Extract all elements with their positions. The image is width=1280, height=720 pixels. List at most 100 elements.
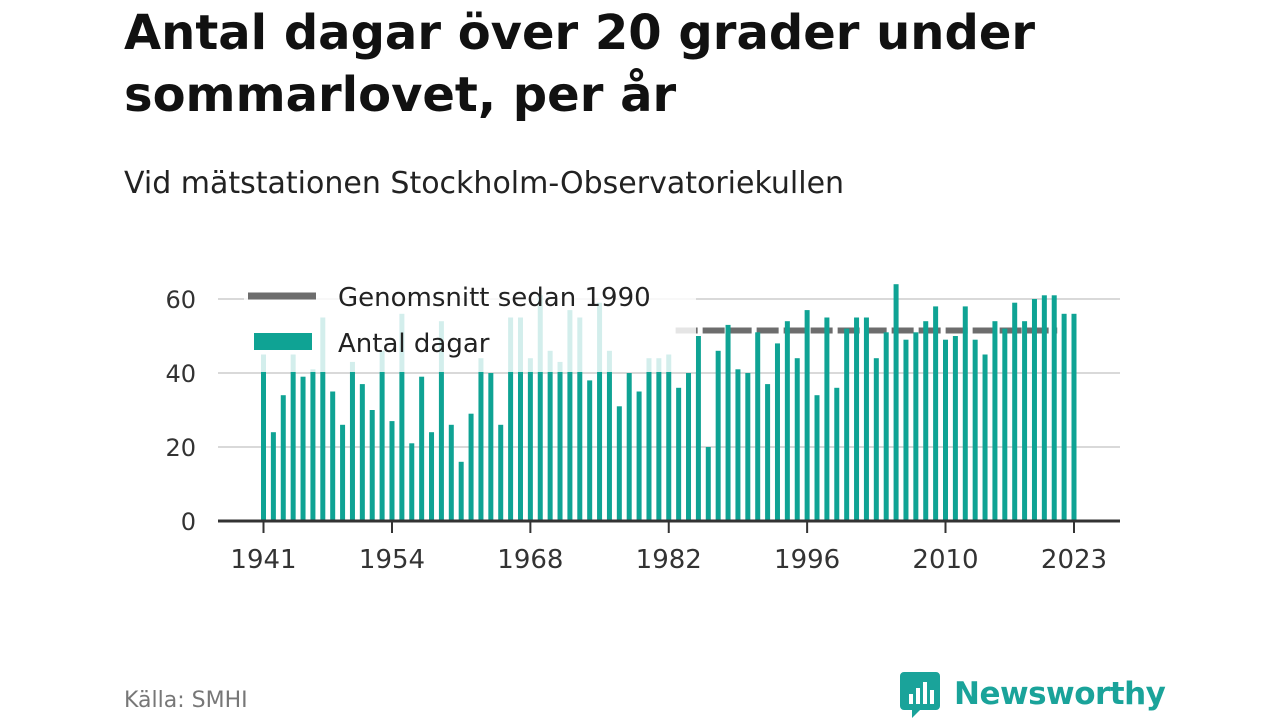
y-tick-label-20: 20 (165, 434, 196, 462)
bar-1988 (725, 324, 731, 521)
newsworthy-logo-icon (900, 672, 940, 718)
bar-2022 (1061, 313, 1067, 521)
bar-1948 (330, 391, 336, 521)
bar-2013 (972, 339, 978, 521)
bar-1966 (508, 317, 514, 521)
bar-1973 (577, 317, 583, 521)
bar-1954 (389, 421, 395, 521)
bar-1999 (834, 387, 840, 521)
bar-1941 (261, 354, 266, 521)
bar-1985 (695, 336, 701, 521)
bar-1965 (498, 424, 504, 521)
bar-1946 (310, 369, 316, 521)
bar-1987 (715, 350, 721, 521)
bar-1981 (656, 358, 662, 521)
bar-1958 (429, 432, 435, 521)
y-tick-label-60: 60 (165, 286, 196, 314)
bar-1996 (804, 310, 810, 521)
bar-1950 (349, 361, 355, 521)
bar-chart: 0 20 40 60 1941 1954 1968 1982 1996 2010 2023 Geno… (165, 262, 1120, 575)
bar-2010 (943, 339, 949, 521)
legend-backdrop (244, 262, 696, 372)
bar-1955 (399, 313, 405, 521)
bar-1995 (794, 358, 800, 521)
bar-2009 (933, 306, 939, 521)
bar-1961 (458, 461, 464, 521)
x-tick-label-1996: 1996 (774, 545, 840, 575)
bar-1979 (636, 391, 642, 521)
brand-name: Newsworthy (954, 676, 1166, 712)
bar-2003 (873, 358, 879, 521)
bar-1970 (547, 350, 553, 521)
bar-1975 (597, 302, 603, 521)
legend-overlay (244, 262, 696, 372)
bar-1968 (527, 358, 533, 521)
legend: Genomsnitt sedan 1990 Antal dagar (248, 283, 651, 359)
bar-1962 (468, 413, 474, 521)
bar-1951 (359, 384, 365, 521)
x-tick-label-2010: 2010 (912, 545, 978, 575)
bar-1982 (666, 354, 672, 521)
bar-1989 (735, 369, 741, 521)
bar-1998 (824, 317, 830, 521)
bar-1947 (320, 317, 326, 521)
bar-2001 (854, 317, 860, 521)
bar-1980 (646, 358, 652, 521)
bar-1990 (745, 373, 751, 521)
bar-1971 (557, 361, 563, 521)
bar-1944 (290, 354, 296, 521)
legend-swatch-bars (254, 333, 312, 350)
legend-label-bars: Antal dagar (338, 329, 490, 359)
bar-1983 (676, 387, 682, 521)
bar-1974 (587, 380, 593, 521)
bar-1997 (814, 395, 820, 521)
bar-1963 (478, 358, 484, 521)
axes: 0 20 40 60 1941 1954 1968 1982 1996 2010 2023 (165, 286, 1120, 575)
x-tick-label-1982: 1982 (636, 545, 702, 575)
bar-1994 (784, 321, 790, 521)
bar-2020 (1041, 295, 1047, 521)
chart-subtitle: Vid mätstationen Stockholm-Observatoriek… (124, 166, 845, 201)
bar-1952 (369, 410, 375, 521)
bar-1957 (419, 376, 425, 521)
bar-1960 (448, 424, 454, 521)
bar-2011 (952, 336, 958, 521)
x-tick-label-1941: 1941 (230, 545, 296, 575)
bar-1949 (340, 424, 346, 521)
legend-label-average: Genomsnitt sedan 1990 (338, 283, 651, 313)
bar-2016 (1002, 328, 1008, 521)
bar-1978 (626, 373, 632, 521)
bar-1945 (300, 376, 306, 521)
bar-1953 (379, 350, 385, 521)
y-tick-label-40: 40 (165, 360, 196, 388)
bar-1972 (567, 310, 573, 521)
bar-1967 (517, 317, 523, 521)
chart-title: Antal dagar över 20 grader under sommarl… (124, 5, 1036, 123)
bar-1943 (280, 395, 286, 521)
bar-2014 (982, 354, 988, 521)
bar-2007 (913, 332, 919, 521)
bar-1942 (270, 432, 276, 521)
bar-2023 (1071, 313, 1077, 521)
bar-2002 (863, 317, 869, 521)
bar-1976 (606, 350, 612, 521)
bar-2015 (992, 321, 998, 521)
bars-layer (261, 284, 1077, 521)
bar-2008 (923, 321, 929, 521)
source-note: Källa: SMHI (124, 688, 248, 713)
x-tick-label-1968: 1968 (497, 545, 563, 575)
bar-2017 (1012, 302, 1018, 521)
x-tick-label-2023: 2023 (1041, 545, 1107, 575)
bar-1956 (409, 443, 415, 521)
bar-1986 (705, 447, 711, 521)
y-tick-label-0: 0 (181, 508, 196, 536)
brand-logo: Newsworthy (900, 668, 1166, 720)
bar-2005 (893, 284, 899, 521)
bar-2006 (903, 339, 909, 521)
bar-2021 (1051, 295, 1057, 521)
bar-2000 (844, 328, 850, 521)
bar-1992 (765, 384, 771, 521)
bar-1959 (438, 321, 444, 521)
bar-1991 (755, 332, 761, 521)
bar-1969 (537, 295, 543, 521)
